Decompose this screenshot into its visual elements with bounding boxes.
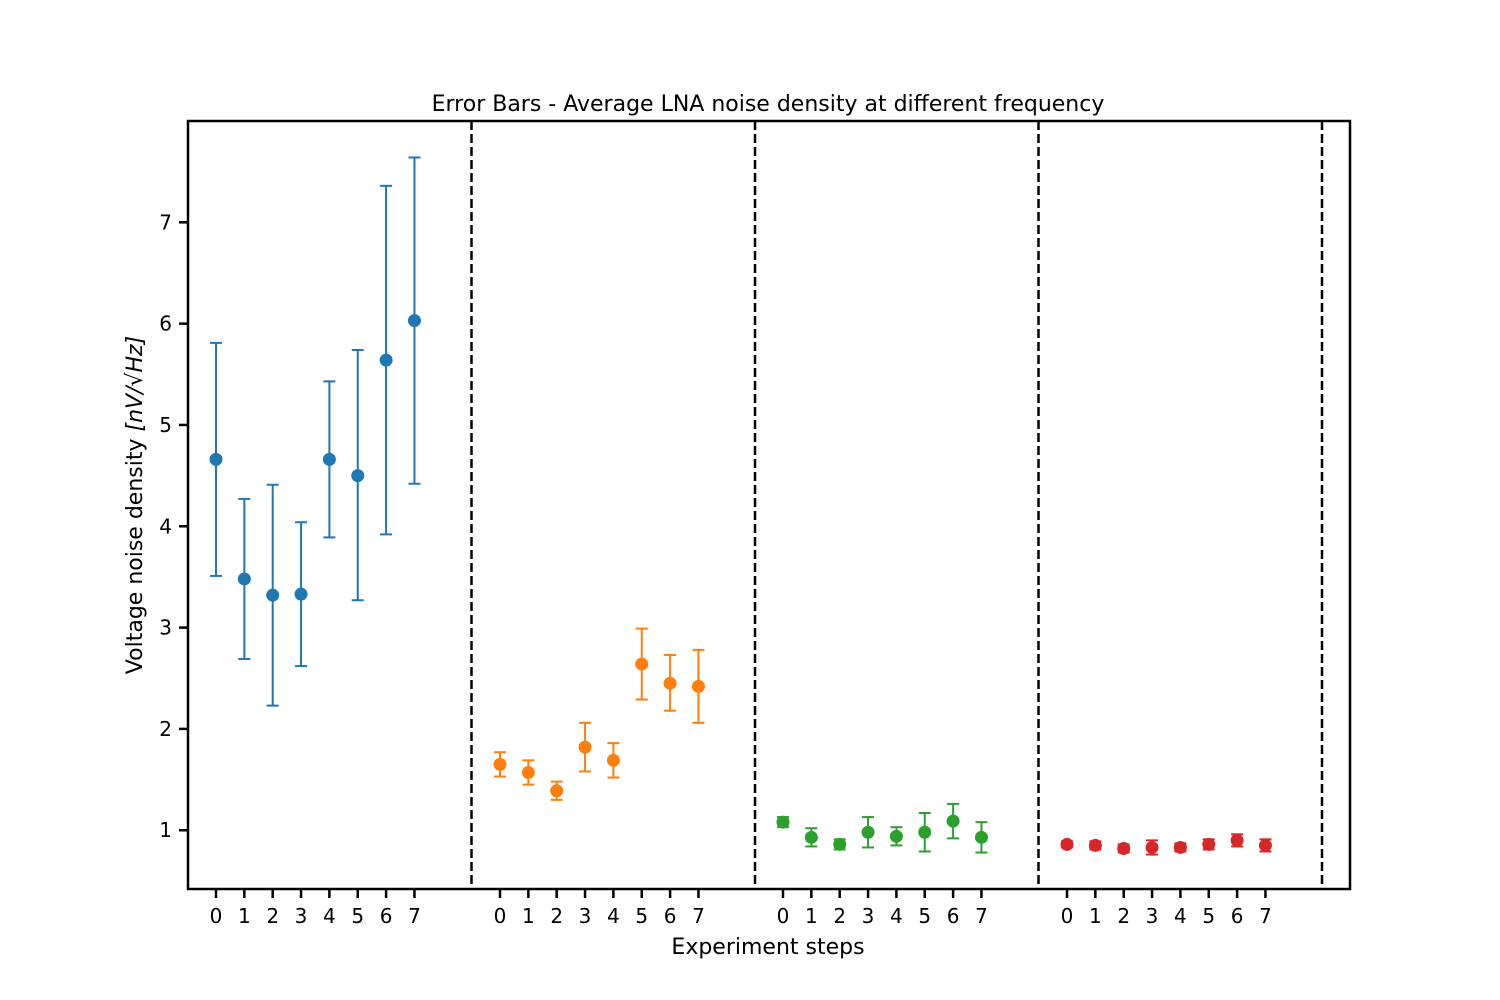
y-axis-label-text: Voltage noise density	[123, 432, 148, 675]
y-tick-label: 6	[159, 312, 172, 336]
x-tick-label: 6	[1231, 904, 1244, 928]
data-point	[946, 814, 960, 828]
x-tick-label: 6	[380, 904, 393, 928]
x-tick-label: 7	[1259, 904, 1272, 928]
data-point	[550, 784, 564, 798]
x-tick-label: 7	[692, 904, 705, 928]
data-point	[776, 815, 790, 829]
data-point	[833, 837, 847, 851]
plot-frame	[186, 119, 1352, 891]
x-tick-label: 4	[1174, 904, 1187, 928]
x-tick-label: 1	[522, 904, 535, 928]
chart-title: Error Bars - Average LNA noise density a…	[432, 92, 1105, 117]
x-tick-label: 3	[862, 904, 875, 928]
data-point	[606, 753, 620, 767]
data-point	[322, 452, 336, 466]
x-tick-label: 0	[777, 904, 790, 928]
data-point	[379, 353, 393, 367]
data-point	[635, 657, 649, 671]
data-point	[209, 452, 223, 466]
x-tick-label: 4	[607, 904, 620, 928]
y-axis-label-unit: [nV/√Hz]	[123, 336, 148, 432]
x-tick-label: 2	[1117, 904, 1130, 928]
y-tick-label: 1	[159, 818, 172, 842]
data-point	[861, 825, 875, 839]
data-point	[351, 469, 365, 483]
x-tick-label: 3	[295, 904, 308, 928]
y-tick-label: 3	[159, 616, 172, 640]
x-tick-label: 0	[210, 904, 223, 928]
series-2	[776, 802, 988, 854]
x-tick-label: 6	[664, 904, 677, 928]
x-tick-label: 0	[494, 904, 507, 928]
data-point	[578, 740, 592, 754]
x-axis-label: Experiment steps	[671, 935, 864, 960]
data-point	[974, 830, 988, 844]
x-tick-label: 2	[833, 904, 846, 928]
x-tick-label: 1	[238, 904, 251, 928]
x-tick-label: 3	[579, 904, 592, 928]
data-point	[691, 679, 705, 693]
data-point	[804, 830, 818, 844]
data-point	[1145, 840, 1159, 854]
y-axis-label: Voltage noise density [nV/√Hz]	[123, 336, 148, 674]
x-tick-label: 5	[918, 904, 931, 928]
data-point	[1258, 838, 1272, 852]
data-point	[407, 314, 421, 328]
x-tick-label: 2	[550, 904, 563, 928]
x-tick-label: 3	[1146, 904, 1159, 928]
series-3	[1060, 833, 1272, 856]
data-point	[1173, 840, 1187, 854]
x-tick-label: 7	[975, 904, 988, 928]
data-point	[1202, 837, 1216, 851]
plot-area	[209, 121, 1324, 889]
data-point	[266, 588, 280, 602]
x-tick-label: 0	[1061, 904, 1074, 928]
data-point	[1117, 841, 1131, 855]
y-tick-label: 4	[159, 514, 172, 538]
y-tick-label: 7	[159, 210, 172, 234]
data-point	[918, 825, 932, 839]
y-tick-label: 2	[159, 717, 172, 741]
data-point	[237, 572, 251, 586]
x-tick-label: 5	[351, 904, 364, 928]
x-tick-label: 4	[323, 904, 336, 928]
x-tick-label: 1	[805, 904, 818, 928]
data-point	[889, 829, 903, 843]
data-point	[663, 676, 677, 690]
data-point	[1060, 837, 1074, 851]
data-point	[1230, 833, 1244, 847]
x-tick-label: 5	[635, 904, 648, 928]
series-1	[493, 627, 705, 801]
data-point	[493, 757, 507, 771]
x-tick-label: 1	[1089, 904, 1102, 928]
data-point	[1088, 838, 1102, 852]
data-point	[521, 765, 535, 779]
y-tick-label: 5	[159, 413, 172, 437]
data-point	[294, 587, 308, 601]
x-tick-label: 2	[266, 904, 279, 928]
series-0	[209, 156, 421, 707]
x-tick-label: 6	[947, 904, 960, 928]
x-tick-label: 5	[1202, 904, 1215, 928]
x-tick-label: 7	[408, 904, 421, 928]
x-tick-label: 4	[890, 904, 903, 928]
